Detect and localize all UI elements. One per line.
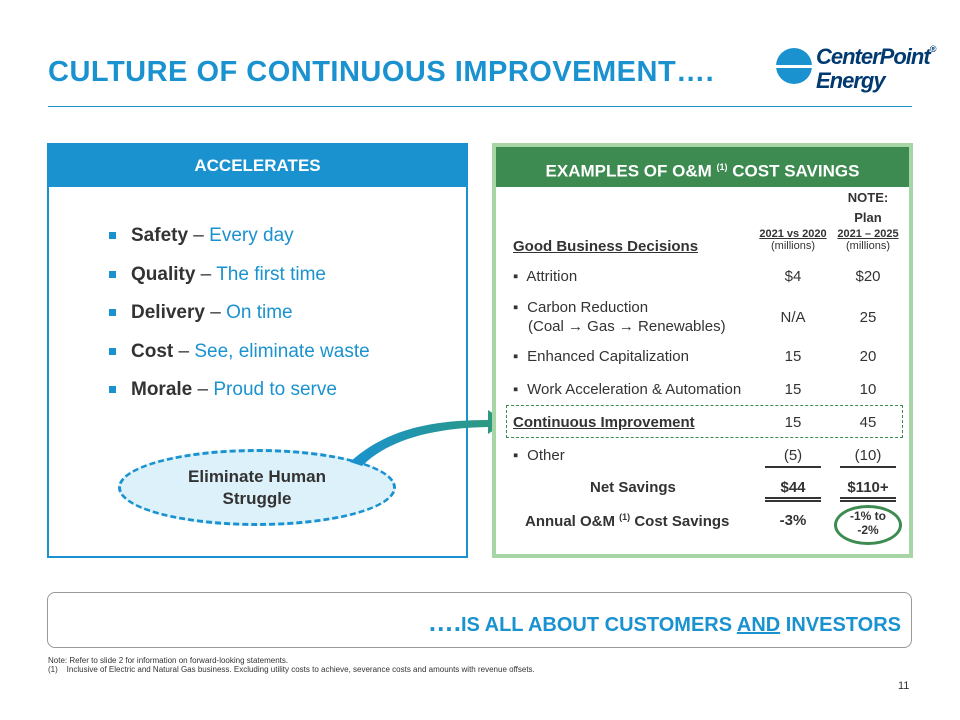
row-value: (5): [783, 447, 803, 464]
highlight-box: [506, 405, 903, 438]
row-value: 45: [859, 414, 877, 431]
accelerates-list: Safety – Every day Quality – The first t…: [109, 225, 370, 418]
cost-savings-panel: EXAMPLES OF O&M (1) COST SAVINGS: [492, 143, 913, 558]
cost-savings-header: EXAMPLES OF O&M (1) COST SAVINGS: [496, 147, 909, 187]
callout-line1: Eliminate Human: [188, 466, 326, 486]
total-double-underline: [840, 497, 896, 499]
row-value: $4: [784, 268, 802, 285]
subtotal-underline: [765, 466, 821, 468]
list-item: Morale – Proud to serve: [109, 379, 370, 418]
eliminate-struggle-callout: Eliminate Human Struggle: [118, 449, 396, 526]
row-label-continuous-improvement: Continuous Improvement: [513, 414, 695, 431]
page-number: 11: [898, 680, 910, 692]
row-value: 15: [784, 348, 802, 365]
subtotal-underline: [840, 466, 896, 468]
accelerates-header: ACCELERATES: [49, 145, 466, 187]
centerpoint-logo: CenterPoint® Energy: [776, 44, 936, 100]
list-item: Delivery – On time: [109, 302, 370, 341]
list-item: Safety – Every day: [109, 225, 370, 264]
note-label: NOTE:: [847, 190, 889, 205]
row-label-automation: ▪ Work Acceleration & Automation: [513, 381, 742, 398]
row-value: 15: [784, 414, 802, 431]
slide-title: CULTURE OF CONTINUOUS IMPROVEMENT….: [48, 56, 715, 88]
annual-savings-label: Annual O&M (1) Cost Savings: [525, 512, 730, 530]
logo-text-line2: Energy: [816, 68, 886, 93]
row-value: 25: [859, 309, 877, 326]
list-item: Cost – See, eliminate waste: [109, 341, 370, 380]
title-divider: [48, 106, 912, 107]
tagline-box: ….IS ALL ABOUT CUSTOMERS AND INVESTORS: [47, 592, 912, 648]
row-value: $20: [855, 268, 881, 285]
row-value: 10: [859, 381, 877, 398]
total-double-underline: [765, 497, 821, 499]
row-value: 15: [784, 381, 802, 398]
accelerates-panel: ACCELERATES Safety – Every day Quality –…: [47, 143, 468, 558]
section-label: Good Business Decisions: [513, 238, 699, 255]
bullet-square-icon: [109, 309, 116, 316]
col1-header: 2021 vs 2020 (millions): [759, 228, 827, 252]
total-double-underline: [840, 500, 896, 502]
row-value: N/A: [780, 309, 806, 326]
annual-savings-value: -3%: [779, 512, 807, 529]
logo-text-line1: CenterPoint®: [816, 44, 936, 69]
row-value: (10): [854, 447, 882, 464]
row-label-other: ▪ Other: [513, 447, 565, 464]
bullet-square-icon: [109, 232, 116, 239]
row-label-attrition: ▪ Attrition: [513, 268, 578, 285]
row-value: 20: [859, 348, 877, 365]
callout-line2: Struggle: [222, 488, 292, 508]
bullet-square-icon: [109, 386, 116, 393]
net-savings-value: $44: [780, 479, 806, 496]
row-label-capitalization: ▪ Enhanced Capitalization: [513, 348, 689, 365]
footnote-1: (1) Inclusive of Electric and Natural Ga…: [48, 665, 535, 674]
bullet-square-icon: [109, 270, 116, 278]
bullet-square-icon: [109, 347, 116, 355]
row-label-carbon: ▪ Carbon Reduction: [513, 299, 649, 316]
col2-header: 2021 – 2025 (millions): [837, 228, 899, 252]
highlight-oval: [834, 505, 902, 545]
net-savings-value: $110+: [847, 479, 889, 496]
plan-label: Plan: [854, 210, 882, 225]
tagline: ….IS ALL ABOUT CUSTOMERS AND INVESTORS: [427, 607, 901, 637]
row-label-carbon-sub: (Coal → Gas → Renewables): [528, 318, 726, 335]
footnote-note: Note: Refer to slide 2 for information o…: [48, 656, 289, 665]
list-item: Quality – The first time: [109, 264, 370, 303]
total-double-underline: [765, 500, 821, 502]
logo-line: [776, 65, 812, 68]
net-savings-label: Net Savings: [590, 479, 676, 496]
